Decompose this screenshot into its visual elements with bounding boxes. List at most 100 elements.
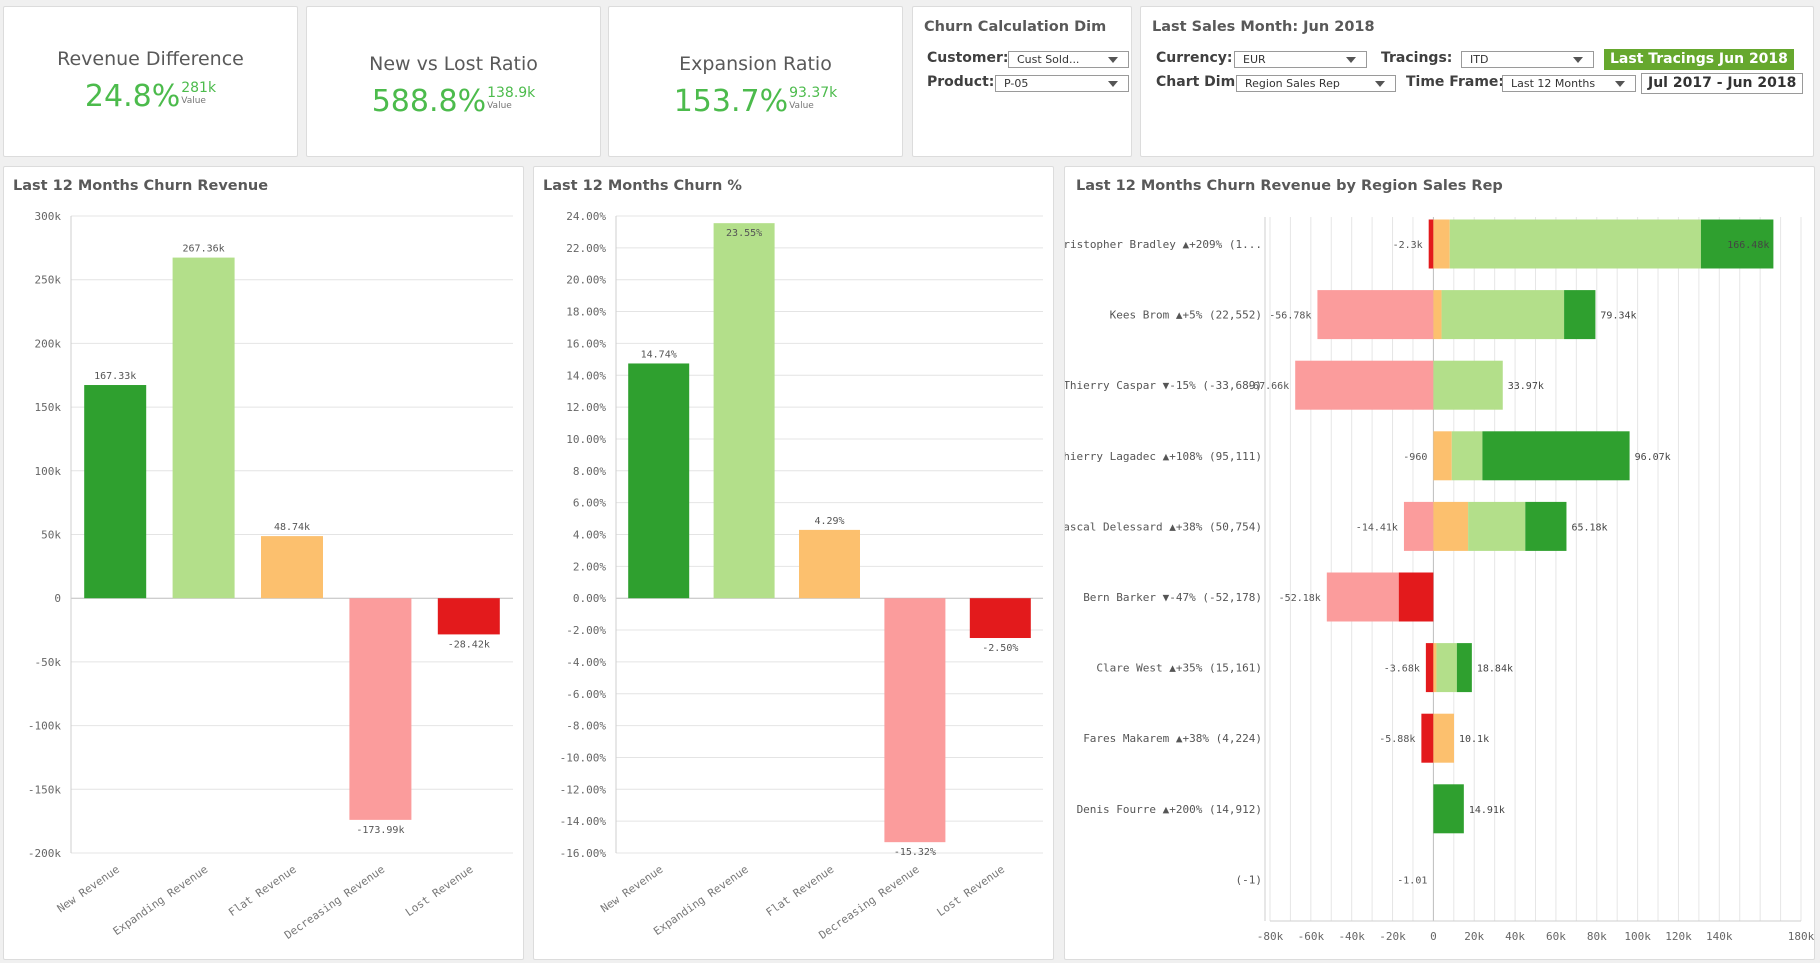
sales-month-title: Last Sales Month: Jun 2018 <box>1152 19 1375 35</box>
data-label: -15.32% <box>894 847 936 858</box>
data-label: 14.74% <box>641 349 677 360</box>
bar-segment <box>1433 360 1503 410</box>
kpi-sub-label: Value <box>181 96 206 106</box>
data-label: -3.68k <box>1384 664 1420 675</box>
bar <box>628 363 690 599</box>
bar <box>172 257 235 599</box>
product-dropdown[interactable]: P-05 <box>995 75 1129 92</box>
x-tick-label: Expanding Revenue <box>651 863 751 938</box>
data-label: 33.97k <box>1508 381 1544 392</box>
date-range-display: Jul 2017 - Jun 2018 <box>1641 73 1804 94</box>
bar-segment <box>1441 290 1565 340</box>
time-frame-value: Last 12 Months <box>1511 77 1596 90</box>
kpi-new-vs-lost-ratio[interactable]: New vs Lost Ratio 588.8% 138.9k Value <box>306 6 601 157</box>
bar <box>261 536 323 599</box>
y-tick-label: -16.00% <box>560 847 607 860</box>
bar-segment <box>1433 784 1464 834</box>
bar-segment <box>1398 572 1434 622</box>
x-tick-label: Flat Revenue <box>226 863 299 919</box>
data-label: 267.36k <box>183 244 225 255</box>
bar-segment <box>1525 501 1567 551</box>
x-tick-label: -80k <box>1257 930 1284 943</box>
chart-title: Last 12 Months Churn Revenue by Region S… <box>1076 178 1503 194</box>
y-tick-label: 2.00% <box>573 560 606 573</box>
data-label: -173.99k <box>356 825 404 836</box>
x-tick-label: 180k <box>1788 930 1814 943</box>
chart-title: Last 12 Months Churn % <box>543 178 742 194</box>
churn-revenue-chart-panel: Last 12 Months Churn Revenue 300k 250k 200… <box>3 166 524 960</box>
bar <box>884 598 946 843</box>
x-tick-label: 40k <box>1505 930 1525 943</box>
chevron-down-icon <box>1346 57 1356 63</box>
kpi-value-row: 153.7% 93.37k Value <box>609 84 902 119</box>
y-tick-label: -200k <box>28 847 61 860</box>
kpi-value: 24.8% <box>84 79 181 114</box>
x-tick-label: -60k <box>1298 930 1325 943</box>
kpi-sub-label: Value <box>789 101 814 111</box>
bar-segment <box>1436 643 1457 693</box>
data-label: 10.1k <box>1459 734 1489 745</box>
tracings-label: Tracings: <box>1381 50 1453 66</box>
y-tick-label: -4.00% <box>566 656 606 669</box>
kpi-title: New vs Lost Ratio <box>369 53 538 75</box>
currency-dropdown[interactable]: EUR <box>1234 51 1367 68</box>
y-tick-label: -10.00% <box>560 751 607 764</box>
tracings-value: ITD <box>1470 53 1489 66</box>
time-frame-dropdown[interactable]: Last 12 Months <box>1502 75 1636 92</box>
customer-dropdown[interactable]: Cust Sold... <box>1008 51 1129 68</box>
data-label: -960 <box>1403 452 1427 463</box>
row-label: Christopher Bradley ▲+209% (1... <box>1065 238 1262 251</box>
data-label: 166.48k <box>1727 240 1769 251</box>
churn-revenue-bar-chart[interactable]: 300k 250k 200k 150k 100k 50k 0 -50k -100k -150k -2… <box>4 167 523 959</box>
churn-by-rep-chart-panel: Last 12 Months Churn Revenue by Region S… <box>1064 166 1815 960</box>
last-tracings-badge: Last Tracings Jun 2018 <box>1604 49 1794 70</box>
x-tick-label: Lost Revenue <box>403 863 476 919</box>
bar-segment <box>1456 643 1472 693</box>
kpi-revenue-difference[interactable]: Revenue Difference 24.8% 281k Value <box>3 6 298 157</box>
chart-dim-label: Chart Dim: <box>1156 74 1241 90</box>
x-tick-label: 120k <box>1665 930 1692 943</box>
bar-segment <box>1428 219 1434 269</box>
data-label: -14.41k <box>1356 522 1398 533</box>
y-tick-label: -100k <box>28 720 61 733</box>
kpi-value: 588.8% <box>371 84 487 119</box>
bar-segment <box>1564 290 1596 340</box>
customer-value: Cust Sold... <box>1017 53 1080 66</box>
y-tick-label: 20.00% <box>566 274 606 287</box>
bar-segment <box>1433 643 1437 693</box>
bar-segment <box>1449 219 1701 269</box>
churn-by-rep-stacked-bar-chart[interactable]: -80k -60k -40k -20k 0 20k 40k 60k 80k 100k 120k 140… <box>1065 167 1814 959</box>
x-tick-label: Decreasing Revenue <box>282 863 387 942</box>
data-label: -5.88k <box>1379 734 1415 745</box>
currency-label: Currency: <box>1156 50 1233 66</box>
data-label: 4.29% <box>814 516 844 527</box>
kpi-expansion-ratio[interactable]: Expansion Ratio 153.7% 93.37k Value <box>608 6 903 157</box>
tracings-dropdown[interactable]: ITD <box>1461 51 1594 68</box>
row-label: Fares Makarem ▲+38% (4,224) <box>1083 732 1262 745</box>
kpi-sub-value: 281k <box>181 80 217 96</box>
y-tick-label: 6.00% <box>573 497 606 510</box>
chevron-down-icon <box>1573 57 1583 63</box>
y-tick-label: 200k <box>35 337 62 350</box>
chart-title: Last 12 Months Churn Revenue <box>13 178 269 194</box>
bar-segment <box>1433 219 1450 269</box>
y-tick-label: 24.00% <box>566 210 606 223</box>
y-tick-label: 18.00% <box>566 306 606 319</box>
data-label: -28.42k <box>448 639 490 650</box>
churn-percent-bar-chart[interactable]: 24.00% 22.00% 20.00% 18.00% 16.00% 14.00% 12.0… <box>534 167 1053 959</box>
data-label: -56.78k <box>1269 311 1311 322</box>
currency-value: EUR <box>1243 53 1266 66</box>
chart-dim-dropdown[interactable]: Region Sales Rep <box>1236 75 1396 92</box>
bar <box>713 223 775 599</box>
bar-segment <box>1425 643 1434 693</box>
y-tick-label: -150k <box>28 783 61 796</box>
y-tick-label: 300k <box>35 210 62 223</box>
data-label: 14.91k <box>1469 805 1505 816</box>
bar-segment <box>1317 290 1434 340</box>
bar <box>437 598 500 635</box>
x-tick-label: Lost Revenue <box>934 863 1007 919</box>
kpi-title: Expansion Ratio <box>679 53 832 75</box>
product-label: Product: <box>927 74 995 90</box>
chevron-down-icon <box>1615 81 1625 87</box>
y-tick-label: -12.00% <box>560 783 607 796</box>
